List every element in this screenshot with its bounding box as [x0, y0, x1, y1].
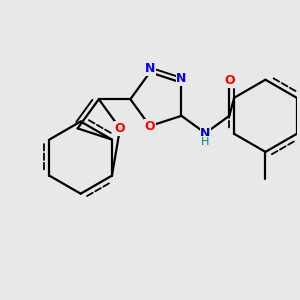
- Text: O: O: [145, 120, 155, 133]
- Text: O: O: [224, 74, 235, 87]
- Text: N: N: [145, 62, 155, 75]
- Text: N: N: [200, 127, 211, 140]
- Text: N: N: [176, 72, 187, 85]
- Text: O: O: [115, 122, 125, 135]
- Text: H: H: [201, 137, 210, 147]
